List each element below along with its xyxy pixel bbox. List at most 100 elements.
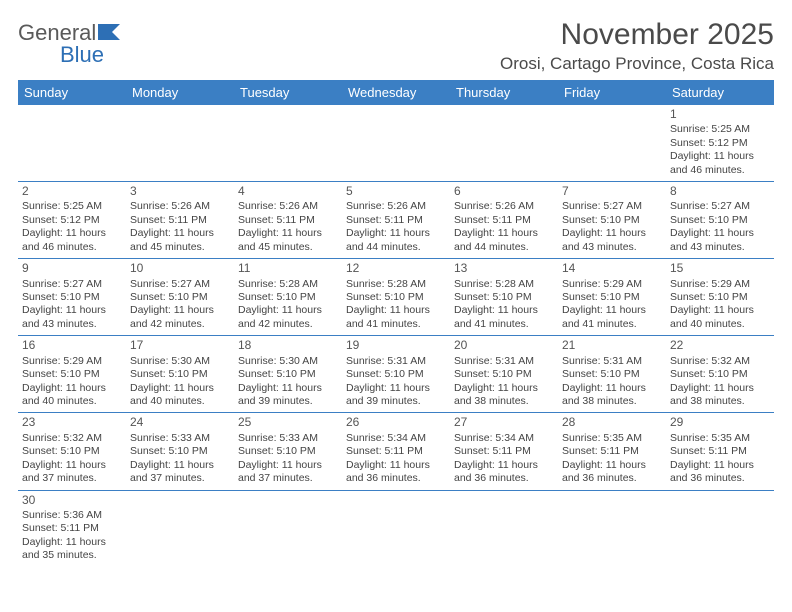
daylight-line: Daylight: 11 hours and 37 minutes. — [22, 459, 122, 486]
sunset-line: Sunset: 5:10 PM — [238, 291, 338, 304]
day-of-week-header: SundayMondayTuesdayWednesdayThursdayFrid… — [18, 80, 774, 105]
day-cell: 23Sunrise: 5:32 AMSunset: 5:10 PMDayligh… — [18, 413, 126, 489]
day-cell: 27Sunrise: 5:34 AMSunset: 5:11 PMDayligh… — [450, 413, 558, 489]
sunrise-line: Sunrise: 5:36 AM — [22, 509, 122, 522]
daylight-line: Daylight: 11 hours and 38 minutes. — [670, 382, 770, 409]
week-row: 1Sunrise: 5:25 AMSunset: 5:12 PMDaylight… — [18, 105, 774, 182]
day-number: 28 — [562, 415, 662, 430]
sunrise-line: Sunrise: 5:26 AM — [454, 200, 554, 213]
day-number: 4 — [238, 184, 338, 199]
day-number: 8 — [670, 184, 770, 199]
dow-cell: Monday — [126, 80, 234, 105]
dow-cell: Friday — [558, 80, 666, 105]
sunset-line: Sunset: 5:10 PM — [130, 368, 230, 381]
week-row: 16Sunrise: 5:29 AMSunset: 5:10 PMDayligh… — [18, 336, 774, 413]
day-cell: 28Sunrise: 5:35 AMSunset: 5:11 PMDayligh… — [558, 413, 666, 489]
daylight-line: Daylight: 11 hours and 37 minutes. — [238, 459, 338, 486]
sunrise-line: Sunrise: 5:34 AM — [454, 432, 554, 445]
sunrise-line: Sunrise: 5:33 AM — [130, 432, 230, 445]
calendar-body: 1Sunrise: 5:25 AMSunset: 5:12 PMDaylight… — [18, 105, 774, 567]
daylight-line: Daylight: 11 hours and 36 minutes. — [670, 459, 770, 486]
sunset-line: Sunset: 5:10 PM — [130, 291, 230, 304]
day-cell: 1Sunrise: 5:25 AMSunset: 5:12 PMDaylight… — [666, 105, 774, 181]
day-cell: 22Sunrise: 5:32 AMSunset: 5:10 PMDayligh… — [666, 336, 774, 412]
location-subtitle: Orosi, Cartago Province, Costa Rica — [500, 54, 774, 74]
day-cell-empty — [558, 491, 666, 567]
sunrise-line: Sunrise: 5:32 AM — [670, 355, 770, 368]
day-cell-empty — [450, 105, 558, 181]
dow-cell: Saturday — [666, 80, 774, 105]
daylight-line: Daylight: 11 hours and 40 minutes. — [22, 382, 122, 409]
daylight-line: Daylight: 11 hours and 39 minutes. — [238, 382, 338, 409]
day-number: 24 — [130, 415, 230, 430]
day-number: 11 — [238, 261, 338, 276]
sunset-line: Sunset: 5:10 PM — [670, 214, 770, 227]
daylight-line: Daylight: 11 hours and 36 minutes. — [562, 459, 662, 486]
daylight-line: Daylight: 11 hours and 46 minutes. — [22, 227, 122, 254]
week-row: 23Sunrise: 5:32 AMSunset: 5:10 PMDayligh… — [18, 413, 774, 490]
sunset-line: Sunset: 5:11 PM — [454, 445, 554, 458]
day-cell-empty — [126, 491, 234, 567]
daylight-line: Daylight: 11 hours and 42 minutes. — [238, 304, 338, 331]
day-cell: 14Sunrise: 5:29 AMSunset: 5:10 PMDayligh… — [558, 259, 666, 335]
day-cell-empty — [234, 491, 342, 567]
sunrise-line: Sunrise: 5:29 AM — [22, 355, 122, 368]
day-cell-empty — [234, 105, 342, 181]
sunset-line: Sunset: 5:11 PM — [346, 445, 446, 458]
logo-text-blue: Blue — [60, 42, 104, 67]
sunrise-line: Sunrise: 5:26 AM — [130, 200, 230, 213]
day-number: 13 — [454, 261, 554, 276]
day-number: 19 — [346, 338, 446, 353]
day-number: 2 — [22, 184, 122, 199]
day-cell-empty — [666, 491, 774, 567]
day-number: 20 — [454, 338, 554, 353]
sunrise-line: Sunrise: 5:27 AM — [670, 200, 770, 213]
sunrise-line: Sunrise: 5:26 AM — [346, 200, 446, 213]
day-number: 17 — [130, 338, 230, 353]
daylight-line: Daylight: 11 hours and 39 minutes. — [346, 382, 446, 409]
title-block: November 2025 Orosi, Cartago Province, C… — [500, 18, 774, 74]
day-cell: 11Sunrise: 5:28 AMSunset: 5:10 PMDayligh… — [234, 259, 342, 335]
sunrise-line: Sunrise: 5:29 AM — [562, 278, 662, 291]
sunrise-line: Sunrise: 5:31 AM — [562, 355, 662, 368]
daylight-line: Daylight: 11 hours and 36 minutes. — [346, 459, 446, 486]
day-number: 23 — [22, 415, 122, 430]
sunset-line: Sunset: 5:11 PM — [346, 214, 446, 227]
day-number: 22 — [670, 338, 770, 353]
day-number: 3 — [130, 184, 230, 199]
day-number: 12 — [346, 261, 446, 276]
logo-text: General Blue — [18, 22, 126, 66]
sunrise-line: Sunrise: 5:33 AM — [238, 432, 338, 445]
daylight-line: Daylight: 11 hours and 38 minutes. — [454, 382, 554, 409]
day-cell: 21Sunrise: 5:31 AMSunset: 5:10 PMDayligh… — [558, 336, 666, 412]
daylight-line: Daylight: 11 hours and 44 minutes. — [454, 227, 554, 254]
sunset-line: Sunset: 5:10 PM — [238, 368, 338, 381]
day-number: 15 — [670, 261, 770, 276]
dow-cell: Sunday — [18, 80, 126, 105]
day-cell: 15Sunrise: 5:29 AMSunset: 5:10 PMDayligh… — [666, 259, 774, 335]
sunset-line: Sunset: 5:10 PM — [346, 368, 446, 381]
day-cell: 24Sunrise: 5:33 AMSunset: 5:10 PMDayligh… — [126, 413, 234, 489]
sunrise-line: Sunrise: 5:27 AM — [562, 200, 662, 213]
day-cell: 8Sunrise: 5:27 AMSunset: 5:10 PMDaylight… — [666, 182, 774, 258]
week-row: 2Sunrise: 5:25 AMSunset: 5:12 PMDaylight… — [18, 182, 774, 259]
day-number: 14 — [562, 261, 662, 276]
day-cell: 10Sunrise: 5:27 AMSunset: 5:10 PMDayligh… — [126, 259, 234, 335]
sunrise-line: Sunrise: 5:30 AM — [130, 355, 230, 368]
sunset-line: Sunset: 5:12 PM — [670, 137, 770, 150]
sunset-line: Sunset: 5:10 PM — [562, 214, 662, 227]
sunset-line: Sunset: 5:10 PM — [562, 291, 662, 304]
sunset-line: Sunset: 5:11 PM — [130, 214, 230, 227]
day-cell: 7Sunrise: 5:27 AMSunset: 5:10 PMDaylight… — [558, 182, 666, 258]
sunrise-line: Sunrise: 5:26 AM — [238, 200, 338, 213]
sunrise-line: Sunrise: 5:27 AM — [130, 278, 230, 291]
sunset-line: Sunset: 5:10 PM — [22, 445, 122, 458]
daylight-line: Daylight: 11 hours and 41 minutes. — [454, 304, 554, 331]
sunset-line: Sunset: 5:10 PM — [22, 291, 122, 304]
sunrise-line: Sunrise: 5:30 AM — [238, 355, 338, 368]
day-cell-empty — [450, 491, 558, 567]
day-cell-empty — [558, 105, 666, 181]
day-cell: 20Sunrise: 5:31 AMSunset: 5:10 PMDayligh… — [450, 336, 558, 412]
day-number: 29 — [670, 415, 770, 430]
day-cell: 30Sunrise: 5:36 AMSunset: 5:11 PMDayligh… — [18, 491, 126, 567]
